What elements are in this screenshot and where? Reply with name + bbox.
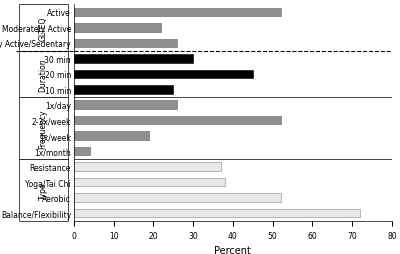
FancyBboxPatch shape xyxy=(19,5,68,51)
FancyBboxPatch shape xyxy=(19,159,68,221)
Text: Frequency: Frequency xyxy=(39,109,48,148)
X-axis label: Percent: Percent xyxy=(214,245,251,254)
Bar xyxy=(74,70,253,79)
FancyBboxPatch shape xyxy=(19,98,68,159)
Bar xyxy=(74,117,281,125)
Text: GLTEQ: GLTEQ xyxy=(39,16,48,40)
Bar xyxy=(74,86,173,94)
Bar xyxy=(74,178,225,187)
Bar xyxy=(74,55,193,63)
Bar xyxy=(74,132,150,140)
Bar xyxy=(74,209,360,217)
Text: Duration: Duration xyxy=(39,58,48,91)
Bar xyxy=(74,147,90,156)
Bar xyxy=(74,9,281,17)
Bar xyxy=(74,163,221,171)
Bar xyxy=(74,39,177,48)
Bar xyxy=(74,24,161,33)
Bar xyxy=(74,101,177,109)
FancyBboxPatch shape xyxy=(19,51,68,98)
Text: Type: Type xyxy=(39,181,48,199)
Bar xyxy=(74,194,281,202)
